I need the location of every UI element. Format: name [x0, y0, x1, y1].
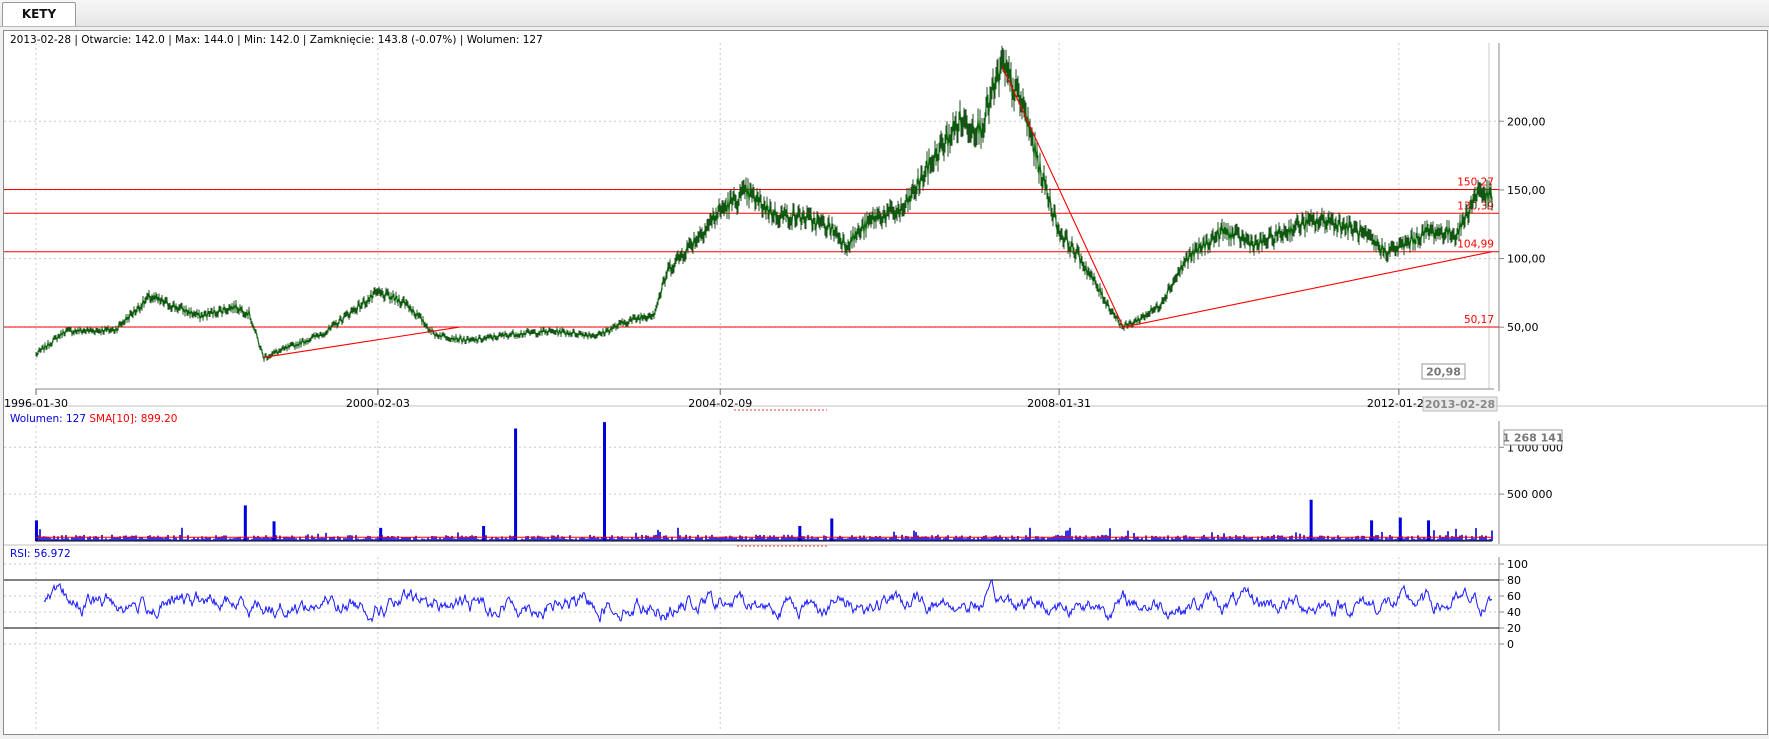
- volume-spike: [1370, 520, 1374, 541]
- rsi-tick-label: 40: [1507, 606, 1521, 619]
- stock-chart[interactable]: 2013-02-28 | Otwarcie: 142.0 | Max: 144.…: [4, 31, 1767, 734]
- trend-line: [1123, 251, 1493, 328]
- trend-line: [1001, 66, 1124, 328]
- volume-bars: [34, 422, 1493, 542]
- volume-tick-label: 500 000: [1507, 488, 1553, 501]
- volume-spike: [379, 527, 383, 541]
- ohlc-header: 2013-02-28 | Otwarcie: 142.0 | Max: 144.…: [10, 34, 543, 46]
- date-axis: 1996-01-30 2000-02-03 2004-02-09 2008-01-31…: [4, 388, 1494, 410]
- trend-lines: [263, 66, 1493, 358]
- level-label: 104,99: [1457, 239, 1494, 251]
- header-min: Min: 142.0: [244, 34, 300, 46]
- rsi-tick-label: 100: [1507, 558, 1528, 571]
- price-tick-label: 150,00: [1507, 184, 1546, 197]
- price-scale-box-label: 20,98: [1426, 366, 1461, 379]
- price-tick-label: 100,00: [1507, 253, 1546, 266]
- price-scale-box: [1421, 363, 1466, 380]
- header-volume: Wolumen: 127: [467, 34, 543, 46]
- rsi-series: [43, 578, 1493, 623]
- price-tick-label: 200,00: [1507, 115, 1546, 128]
- volume-spike: [1309, 499, 1313, 541]
- header-sep: |: [168, 34, 175, 46]
- volume-legend-value: Wolumen: 127: [10, 413, 86, 425]
- price-tick-label: 50,00: [1507, 321, 1539, 334]
- volume-legend: Wolumen: 127 SMA[10]: 899.20: [10, 413, 177, 425]
- volume-scale-box-label: 1 268 141: [1502, 432, 1563, 445]
- level-label: 50,17: [1464, 314, 1494, 326]
- volume-spike: [514, 428, 518, 541]
- header-max: Max: 144.0: [175, 34, 234, 46]
- volume-spike: [602, 422, 606, 541]
- date-box: [1422, 396, 1498, 412]
- header-sep: |: [303, 34, 310, 46]
- date-tick-label: 2004-02-09: [688, 397, 752, 410]
- date-tick-label: 2000-02-03: [346, 397, 410, 410]
- date-tick-label: 1996-01-30: [4, 397, 68, 410]
- volume-spike: [243, 505, 247, 541]
- rsi-levels: [4, 579, 1499, 629]
- chart-window: 2013-02-28 | Otwarcie: 142.0 | Max: 144.…: [3, 30, 1768, 735]
- volume-spike: [830, 518, 834, 541]
- trend-line: [263, 326, 459, 358]
- tab-bar: KETY: [0, 0, 1769, 27]
- price-axis: 50,00 100,00 150,00 200,00: [1499, 115, 1546, 334]
- header-close: Zamknięcie: 143.8 (-0.07%): [310, 34, 457, 46]
- volume-grid: [4, 446, 1499, 495]
- level-label: 150,27: [1457, 177, 1494, 189]
- date-box-label: 2013-02-28: [1425, 398, 1495, 411]
- rsi-tick-label: 60: [1507, 590, 1521, 603]
- rsi-tick-label: 80: [1507, 574, 1521, 587]
- date-tick-label: 2008-01-31: [1027, 397, 1091, 410]
- date-tick-label: 2012-01-26: [1367, 397, 1431, 410]
- header-sep: |: [460, 34, 467, 46]
- volume-spike: [34, 520, 38, 541]
- volume-bars-base: [35, 527, 1493, 541]
- header-date: 2013-02-28: [10, 34, 71, 46]
- volume-spike: [272, 521, 276, 541]
- header-sep: |: [74, 34, 81, 46]
- rsi-tick-label: 0: [1507, 638, 1514, 651]
- volume-spike: [1398, 517, 1402, 541]
- header-open: Otwarcie: 142.0: [81, 34, 165, 46]
- rsi-tick-label: 20: [1507, 622, 1521, 635]
- volume-spike: [798, 526, 802, 541]
- rsi-line: [43, 578, 1493, 623]
- price-series: [35, 45, 1493, 362]
- volume-spike: [1427, 520, 1431, 541]
- volume-spike: [482, 526, 486, 541]
- price-line: [35, 56, 1493, 362]
- rsi-axis: 0 20 40 60 80 100: [1499, 558, 1528, 651]
- header-sep: |: [237, 34, 244, 46]
- tab-kety[interactable]: KETY: [2, 2, 76, 26]
- sma-legend-value: SMA[10]: 899.20: [89, 413, 177, 425]
- volume-scale-box: [1503, 429, 1563, 446]
- rsi-legend: RSI: 56.972: [10, 548, 71, 560]
